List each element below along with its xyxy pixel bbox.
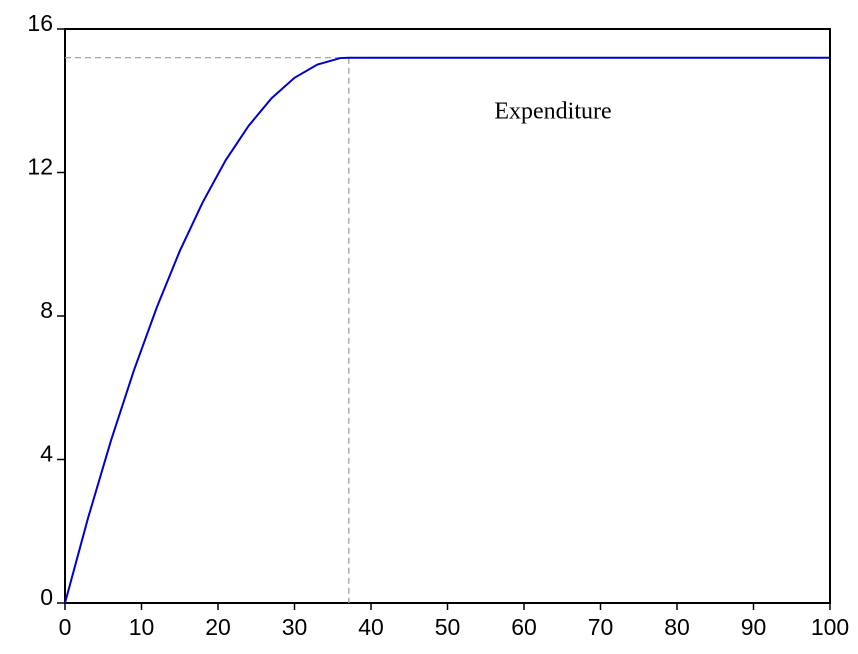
x-tick-label: 0: [59, 614, 72, 640]
plot-frame: [64, 28, 831, 604]
y-tick-label: 4: [40, 441, 53, 467]
x-tick-label: 70: [588, 614, 614, 640]
line-series: [64, 56, 830, 604]
y-tick-label: 8: [40, 297, 53, 323]
x-tick-label: 30: [282, 614, 308, 640]
x-tick-label: 50: [435, 614, 461, 640]
y-tick-label: 16: [27, 10, 53, 36]
annotation: Expenditure: [494, 99, 611, 125]
x-tick-label: 20: [205, 614, 231, 640]
x-tick-label: 60: [511, 614, 537, 640]
y-tick-label: 12: [27, 154, 53, 180]
x-tick-label: 10: [129, 614, 155, 640]
x-tick-label: 40: [358, 614, 384, 640]
x-tick-label: 80: [664, 614, 690, 640]
x-tick-label: 100: [811, 614, 849, 640]
x-tick-label: 90: [741, 614, 767, 640]
y-tick-label: 0: [40, 584, 53, 610]
